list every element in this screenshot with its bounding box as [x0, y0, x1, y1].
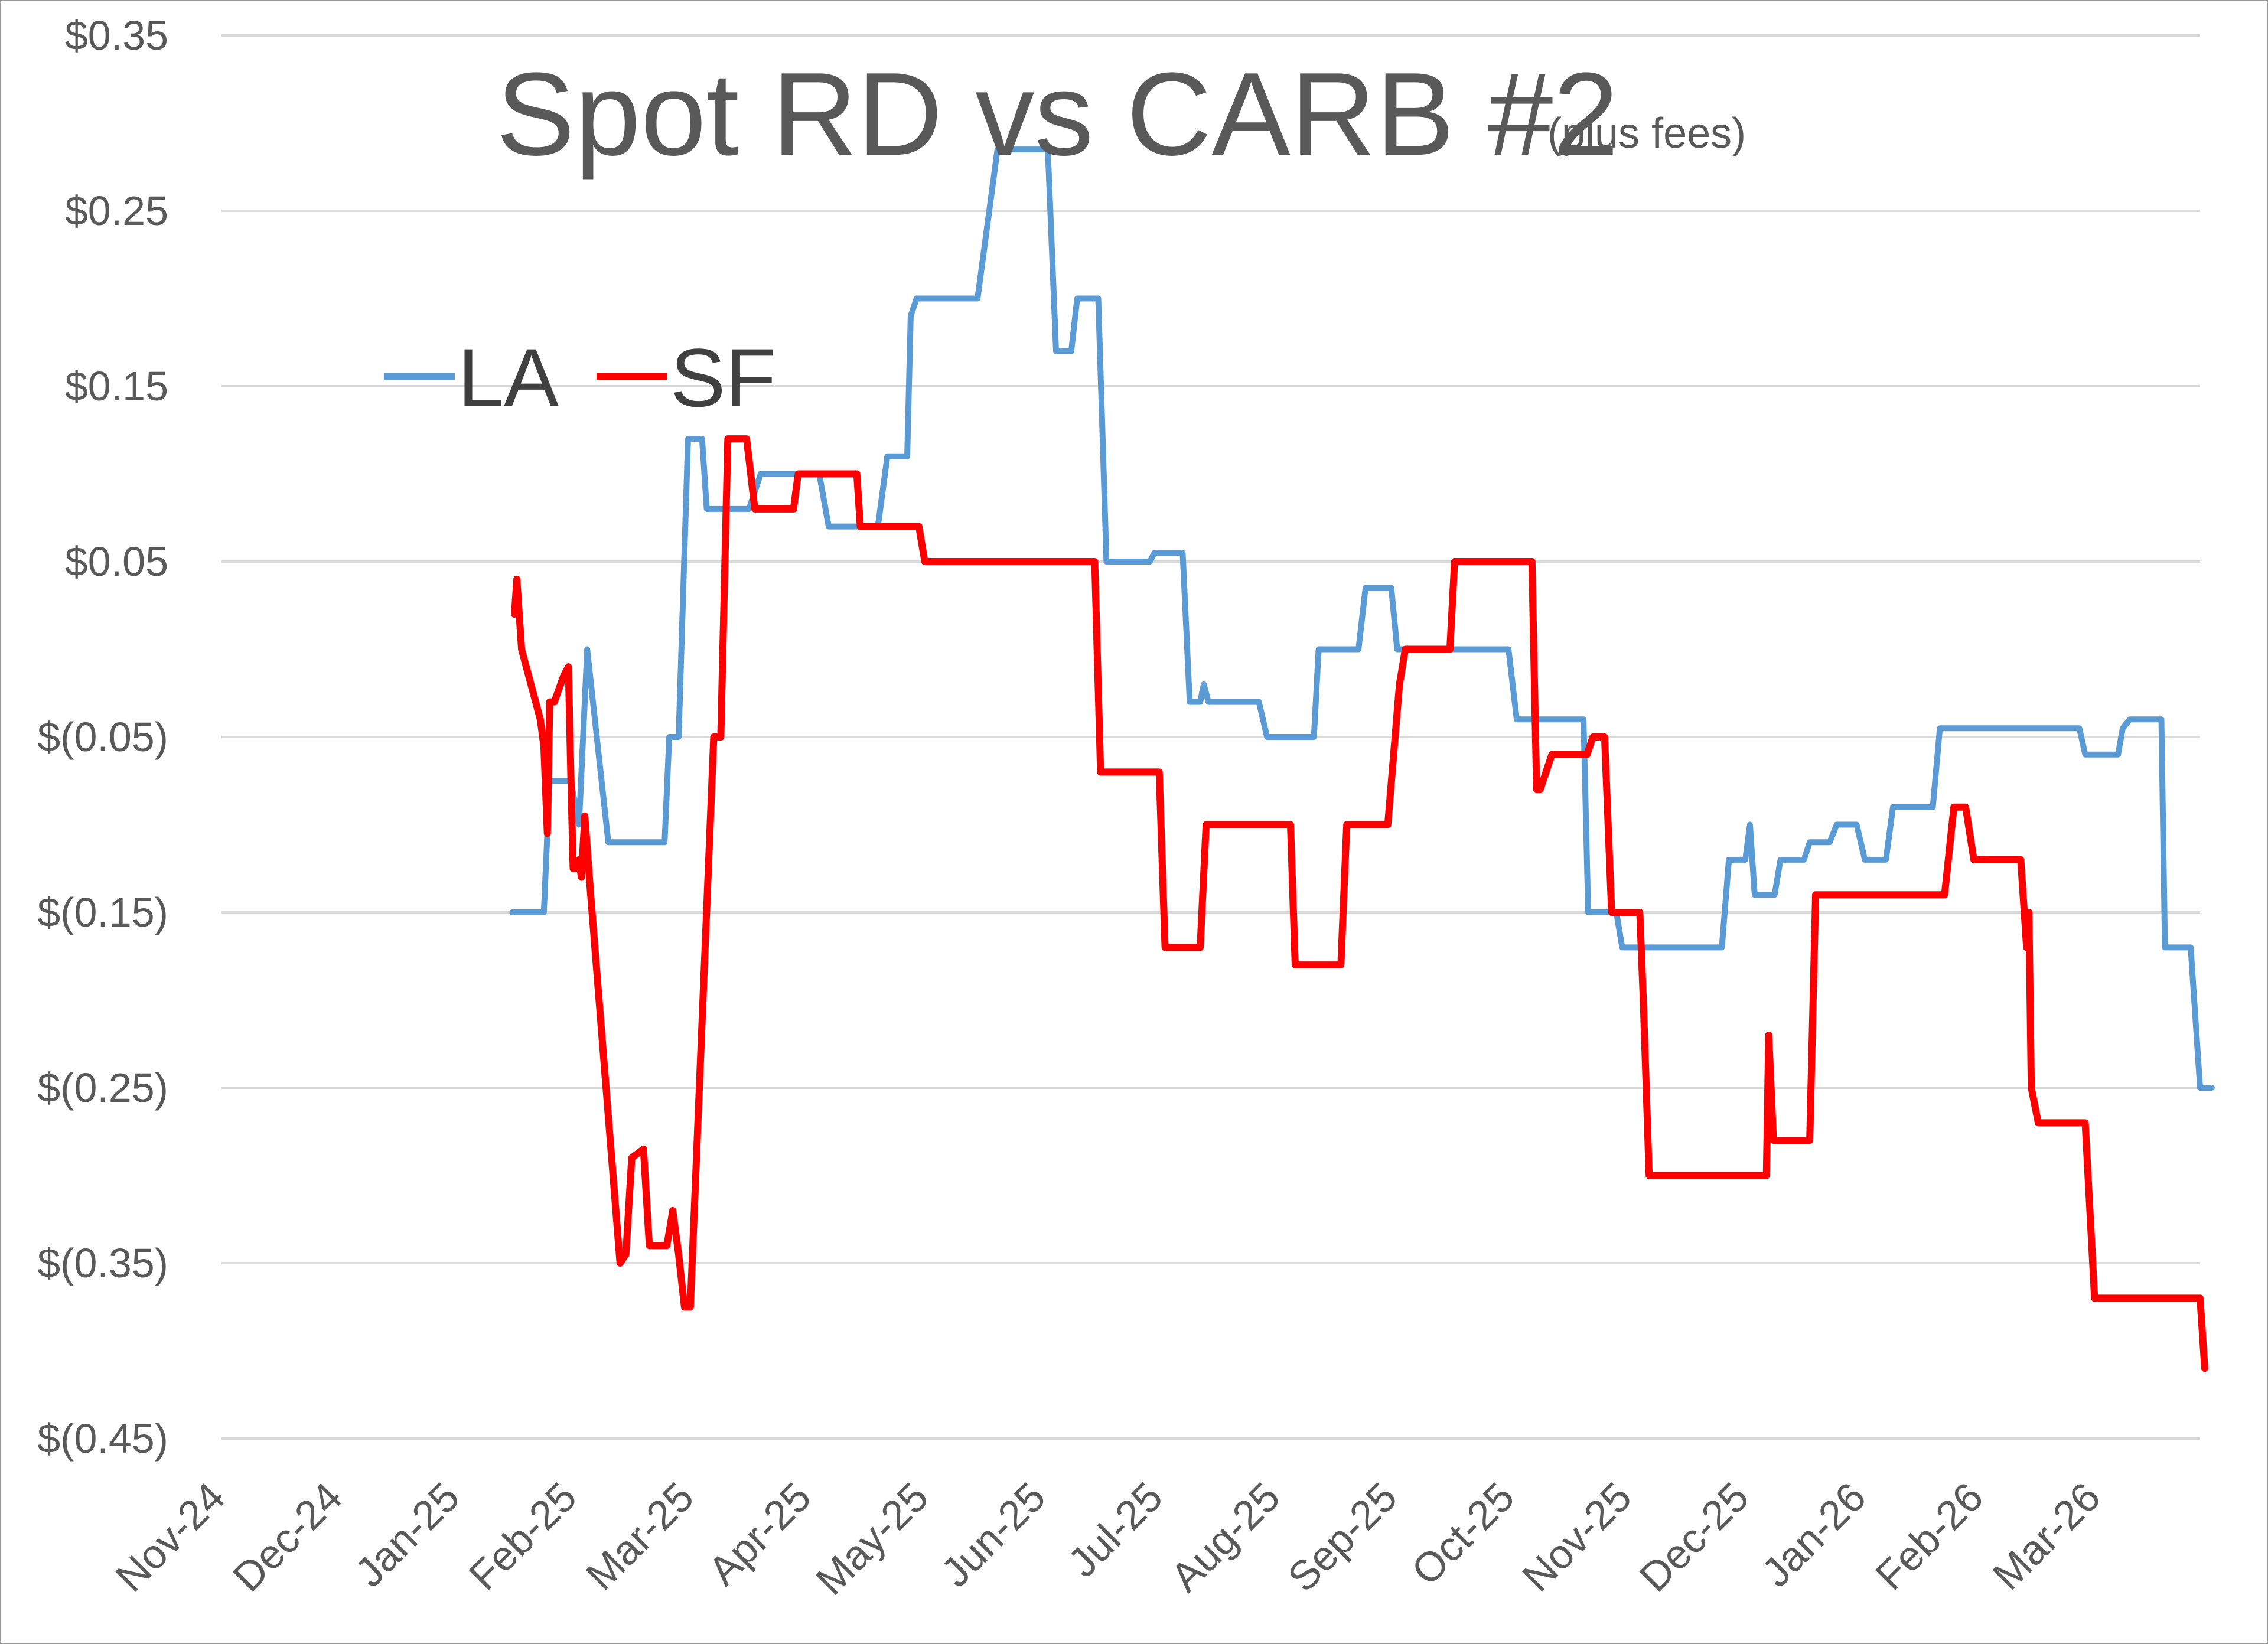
legend-label-la: LA: [458, 331, 559, 424]
y-tick-label: $(0.25): [37, 1065, 168, 1111]
x-tick-label: Feb-25: [460, 1473, 585, 1599]
x-tick-label: Mar-25: [578, 1473, 703, 1599]
x-tick-label: Nov-25: [1513, 1473, 1640, 1600]
y-tick-label: $(0.15): [37, 889, 168, 935]
legend: LA SF: [384, 331, 776, 424]
series-lines: [509, 146, 2215, 1372]
x-tick-label: Jun-25: [932, 1473, 1054, 1596]
chart-title: Spot RD vs CARB #2: [496, 48, 1619, 180]
x-tick-label: Jul-25: [1059, 1473, 1171, 1586]
y-tick-label: $0.15: [65, 363, 168, 409]
x-tick-label: Dec-24: [224, 1473, 351, 1600]
chart-title-group: Spot RD vs CARB #2 (plus fees): [496, 48, 1746, 180]
legend-label-sf: SF: [670, 331, 776, 424]
y-tick-label: $(0.35): [37, 1240, 168, 1286]
x-tick-label: Oct-25: [1403, 1473, 1523, 1594]
y-tick-label: $0.25: [65, 188, 168, 234]
y-axis-tick-labels: $0.35 $0.25 $0.15 $0.05 $(0.05) $(0.15) $(0.25…: [37, 12, 168, 1462]
gridlines: [221, 34, 2200, 1440]
x-tick-label: Jan-25: [346, 1473, 468, 1596]
y-tick-label: $(0.05): [37, 714, 168, 760]
x-axis-tick-labels: Nov-24Dec-24Jan-25Feb-25Mar-25Apr-25May-…: [107, 1473, 2109, 1603]
y-tick-label: $0.35: [65, 12, 168, 58]
series-line-sf: [511, 435, 2208, 1372]
x-tick-label: May-25: [807, 1473, 937, 1603]
x-tick-label: Sep-25: [1279, 1473, 1406, 1600]
x-tick-label: Apr-25: [699, 1473, 820, 1594]
x-tick-label: Jan-26: [1753, 1473, 1875, 1596]
y-tick-label: $0.05: [65, 539, 168, 585]
x-tick-label: Nov-24: [107, 1473, 234, 1600]
x-tick-label: Mar-26: [1984, 1473, 2109, 1599]
series-line-la: [509, 146, 2215, 1091]
x-tick-label: Aug-25: [1162, 1473, 1289, 1600]
x-tick-label: Dec-25: [1631, 1473, 1758, 1600]
x-tick-label: Feb-26: [1867, 1473, 1992, 1599]
chart-subtitle: (plus fees): [1547, 110, 1746, 157]
y-tick-label: $(0.45): [37, 1415, 168, 1462]
